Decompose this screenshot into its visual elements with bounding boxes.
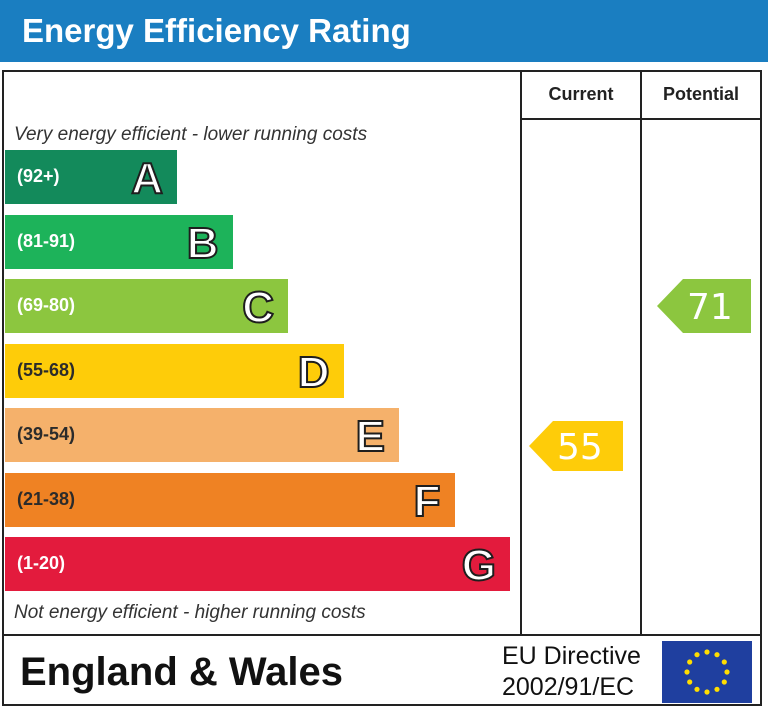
band-letter: A [130,153,164,204]
eu-star-icon [704,689,710,695]
eu-star-icon [724,669,730,675]
band-range-label: (69-80) [17,295,76,315]
eu-star-icon [704,649,710,655]
band-letter: F [413,476,442,527]
directive-line-1: EU Directive [502,642,641,670]
header-divider [520,118,762,120]
eu-star-icon [694,686,700,692]
eu-star-icon [687,659,693,665]
eu-directive: EU Directive 2002/91/EC [502,641,641,703]
current-rating-value: 55 [557,426,603,468]
band-letter: D [297,347,331,398]
band-g: (1-20) G [5,537,510,591]
band-range-label: (1-20) [17,553,66,573]
band-f: (21-38) F [5,472,455,527]
footer-divider [2,634,762,636]
band-range-label: (39-54) [17,424,76,444]
eu-star-icon [721,659,727,665]
band-d: (55-68) D [5,343,344,398]
eu-star-icon [714,652,720,658]
band-b: (81-91) B [5,214,233,269]
bottom-note: Not energy efficient - higher running co… [14,602,366,623]
eu-star-icon [714,686,720,692]
band-e: (39-54) E [5,408,399,462]
band-range-label: (81-91) [17,230,76,251]
potential-column-header: Potential [662,84,739,104]
top-note: Very energy efficient - lower running co… [14,124,368,145]
title-bar: Energy Efficiency Rating [0,0,768,62]
band-a: (92+) A [5,150,177,204]
rating-frame [2,70,762,706]
potential-arrow-shape [657,279,751,333]
band-letter: C [241,282,275,333]
directive-line-2: 2002/91/EC [502,673,635,701]
chart-title: Energy Efficiency Rating [22,12,411,49]
band-letter: G [461,540,497,591]
region-label: England & Wales [20,650,344,694]
eu-star-icon [687,679,693,685]
potential-rating-value: 71 [687,287,733,328]
eu-star-icon [694,652,700,658]
band-letter: B [186,218,220,269]
potential-column-divider [640,70,642,636]
band-letter: E [355,411,386,462]
eu-star-icon [684,669,690,675]
band-range-label: (21-38) [17,488,76,509]
band-range-label: (92+) [17,166,60,186]
current-column-divider [520,70,522,636]
eu-flag-icon [662,641,752,703]
eu-star-icon [721,679,727,685]
current-arrow-shape [529,420,623,471]
band-c: (69-80) C [5,279,288,333]
band-range-label: (55-68) [17,359,76,380]
current-column-header: Current [548,84,614,104]
